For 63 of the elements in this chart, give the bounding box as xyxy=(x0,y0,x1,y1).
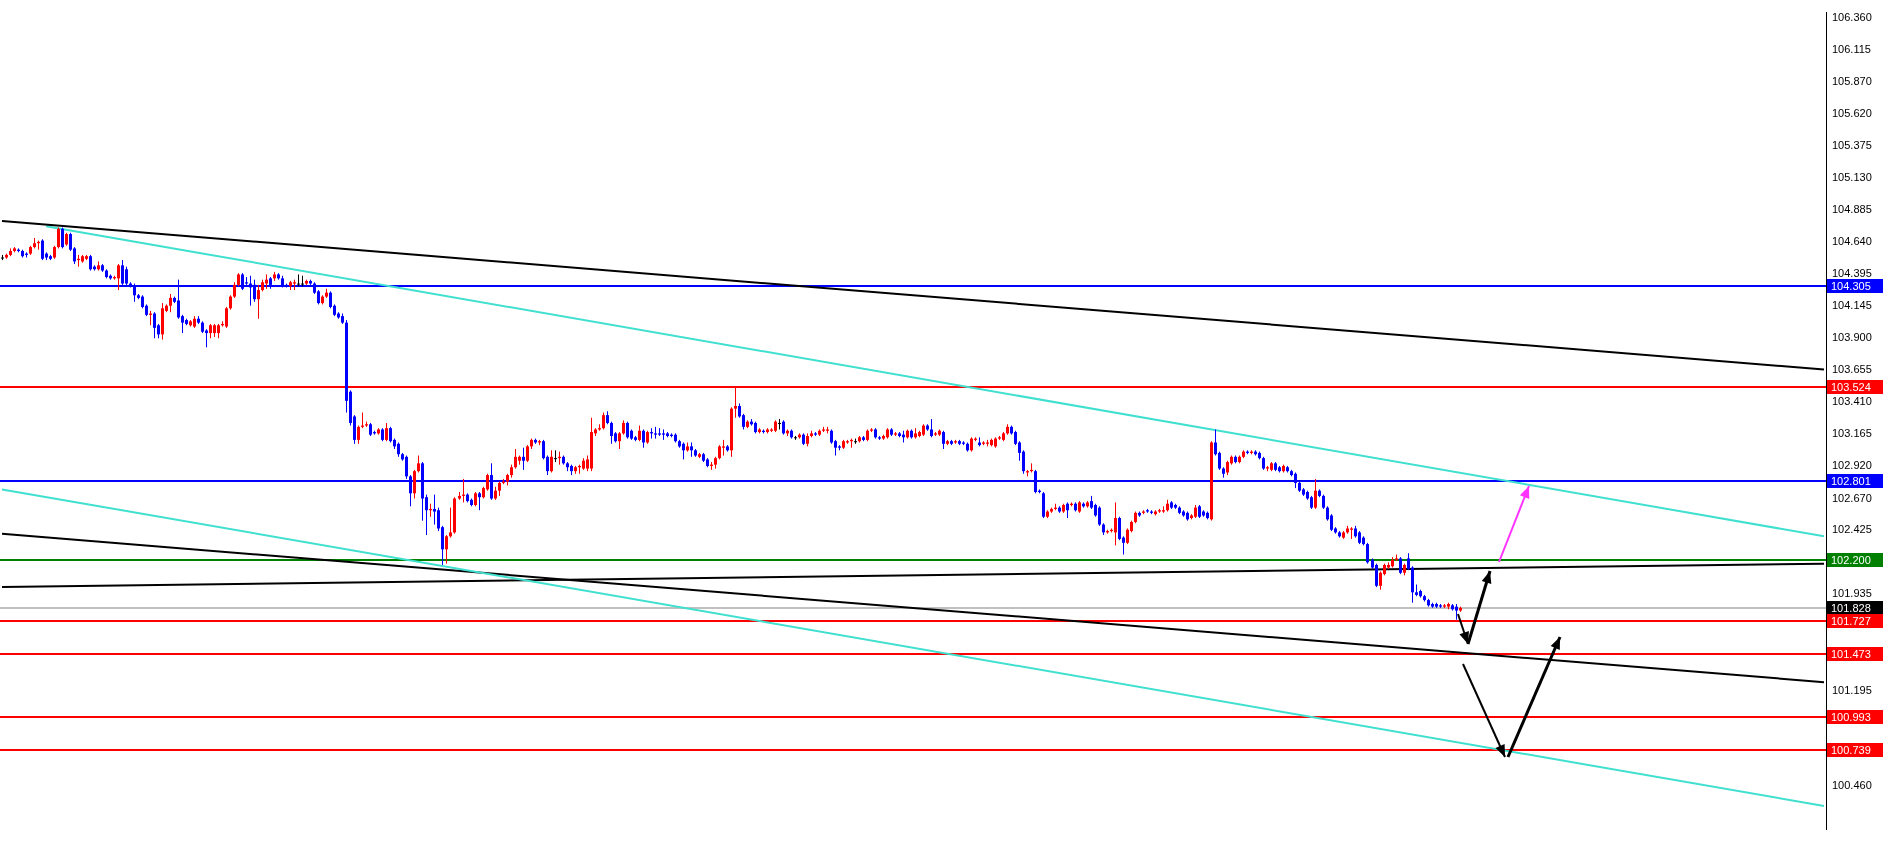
candlestick xyxy=(385,422,388,442)
ref-line-label: 103.524 xyxy=(1831,380,1871,393)
candlestick xyxy=(153,311,156,339)
candlestick xyxy=(1314,478,1317,510)
y-tick-label: 104.395 xyxy=(1832,266,1872,279)
y-tick-label: 100.460 xyxy=(1832,779,1872,792)
y-tick-label: 103.900 xyxy=(1832,331,1872,344)
candlestick xyxy=(778,418,781,430)
y-tick-label: 105.130 xyxy=(1832,171,1872,184)
candlestick xyxy=(449,507,452,539)
ref-line-label: 101.473 xyxy=(1831,647,1871,660)
y-tick-label: 101.195 xyxy=(1832,683,1872,696)
candlestick xyxy=(257,284,260,320)
ref-line-label: 102.801 xyxy=(1831,474,1871,487)
candlestick xyxy=(1114,501,1117,546)
y-tick-label: 105.870 xyxy=(1832,74,1872,87)
candlestick xyxy=(1366,542,1369,565)
candlestick xyxy=(1375,563,1378,588)
y-tick-label: 106.115 xyxy=(1832,42,1871,55)
candlestick xyxy=(942,430,945,450)
y-tick-label: 103.655 xyxy=(1832,363,1872,376)
y-tick-label: 103.165 xyxy=(1832,427,1872,440)
candlestick xyxy=(357,425,360,445)
candlestick xyxy=(1118,516,1121,541)
y-tick-label: 105.620 xyxy=(1832,107,1872,120)
candlestick xyxy=(445,534,448,565)
candlestick xyxy=(550,449,553,473)
y-tick-label: 102.670 xyxy=(1832,491,1872,504)
ref-line-label: 102.200 xyxy=(1831,553,1871,566)
candlestick xyxy=(413,469,416,500)
candlestick xyxy=(514,448,517,470)
candlestick xyxy=(57,227,60,249)
ref-line-label: 100.739 xyxy=(1831,743,1871,756)
candlestick xyxy=(478,491,481,511)
candlestick xyxy=(61,227,64,249)
y-tick-label: 104.145 xyxy=(1832,299,1872,312)
candlestick xyxy=(1042,491,1045,519)
ref-line-label: 104.305 xyxy=(1831,279,1871,292)
y-tick-label: 101.935 xyxy=(1832,587,1872,600)
candlestick xyxy=(169,293,172,313)
candlestick xyxy=(301,275,304,287)
candlestick xyxy=(610,421,613,445)
candlestick xyxy=(433,494,436,526)
candlestick xyxy=(522,447,525,471)
y-tick-label: 105.375 xyxy=(1832,139,1872,152)
ref-line-label: 101.727 xyxy=(1831,614,1871,627)
candlestick xyxy=(41,238,44,261)
candlestick xyxy=(1098,505,1101,527)
ref-line-label: 101.828 xyxy=(1831,601,1871,614)
candlestick xyxy=(554,449,557,463)
y-tick-label: 104.640 xyxy=(1832,234,1872,247)
y-tick-label: 104.885 xyxy=(1832,202,1872,215)
candlestick xyxy=(297,273,300,287)
y-tick-label: 103.410 xyxy=(1832,395,1872,408)
candlestick xyxy=(930,418,933,438)
y-tick-label: 102.425 xyxy=(1832,523,1872,536)
candlestick xyxy=(642,428,645,449)
candlestick xyxy=(117,263,120,291)
candlestick xyxy=(225,306,228,329)
y-tick-label: 106.360 xyxy=(1832,10,1872,23)
ref-line-label: 100.993 xyxy=(1831,710,1871,723)
y-tick-label: 102.920 xyxy=(1832,458,1872,471)
candlestick xyxy=(662,428,665,441)
